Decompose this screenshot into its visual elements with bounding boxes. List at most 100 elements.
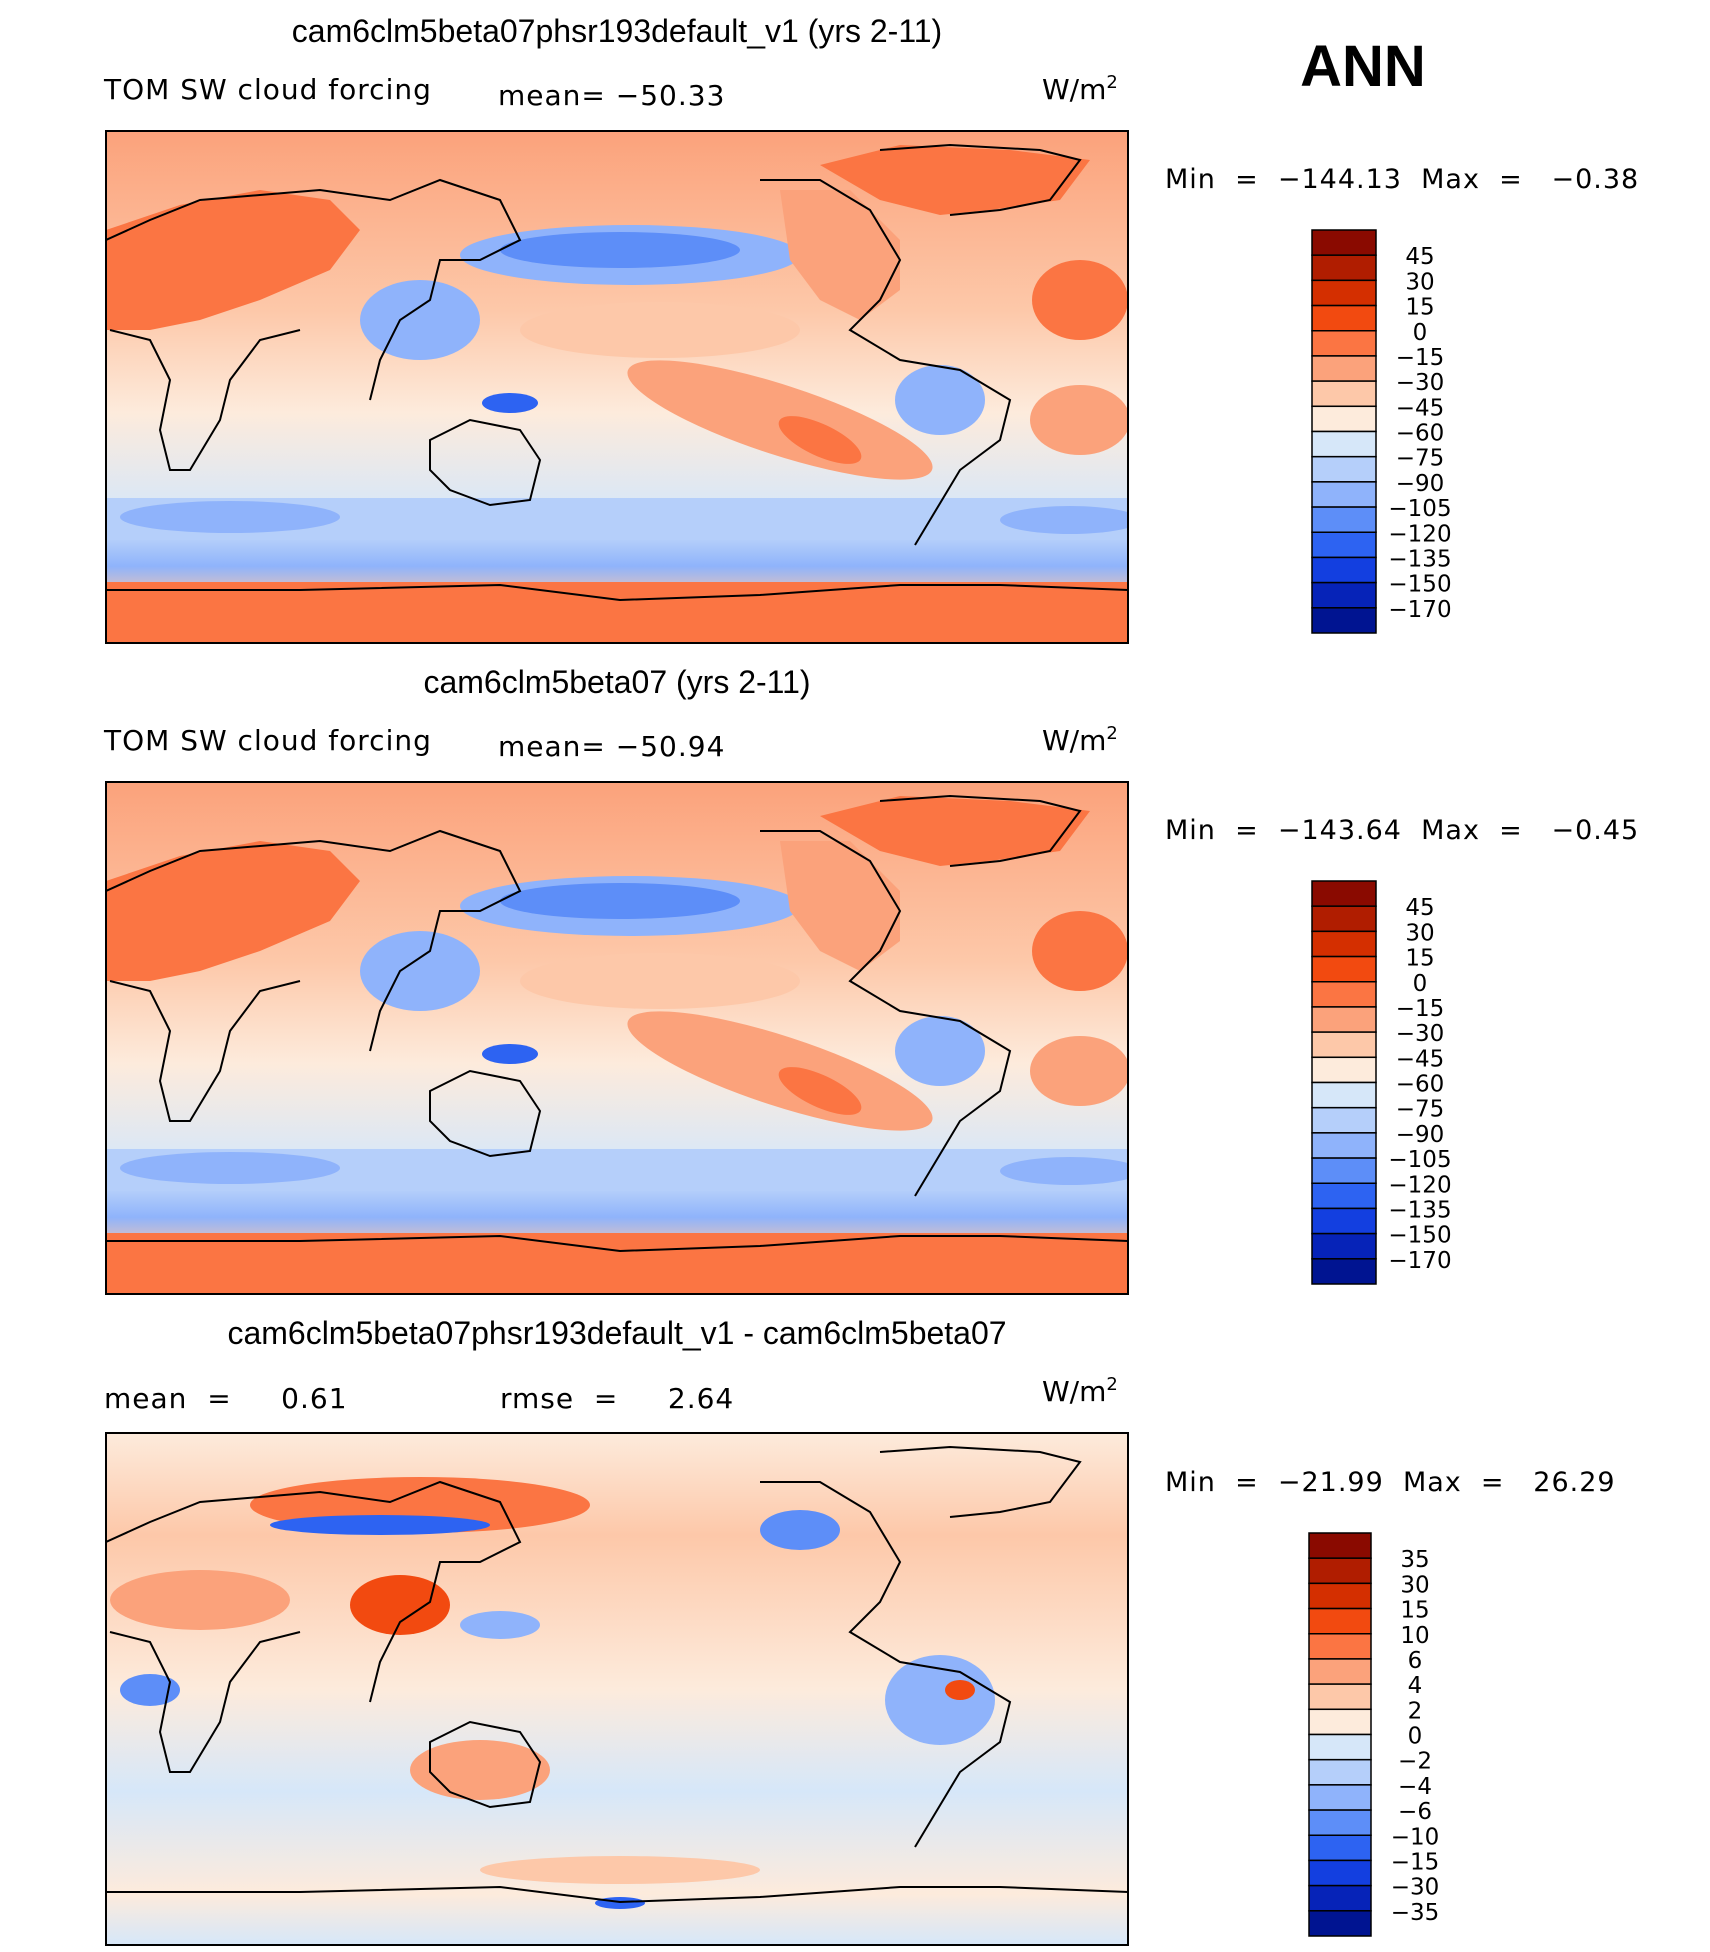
colorbar-label: −150 bbox=[1388, 572, 1451, 598]
panel-1-map bbox=[106, 131, 1128, 643]
colorbar-label: −45 bbox=[1396, 1046, 1445, 1072]
colorbar-swatch bbox=[1308, 1532, 1372, 1559]
colorbar-label: −90 bbox=[1396, 1122, 1445, 1148]
map-2-sahara-eurasia bbox=[106, 841, 360, 981]
colorbar-label: −120 bbox=[1388, 1172, 1451, 1198]
panel-1-colorbar: 4530150−15−30−45−60−75−90−105−120−135−15… bbox=[1311, 229, 1452, 634]
colorbar-label: 10 bbox=[1400, 1623, 1429, 1649]
colorbar-swatch bbox=[1311, 1132, 1377, 1159]
colorbar-swatch bbox=[1311, 556, 1377, 584]
panel-1-frame bbox=[105, 130, 1129, 644]
colorbar-swatch bbox=[1308, 1708, 1372, 1736]
colorbar-swatch bbox=[1311, 1006, 1377, 1033]
map-1-warmpool-core bbox=[482, 393, 538, 413]
colorbar-label: 0 bbox=[1408, 1724, 1423, 1750]
colorbar-swatch bbox=[1311, 455, 1377, 483]
map-3-na-cold bbox=[760, 1510, 840, 1550]
panel-1-mean: mean= −50.33 bbox=[498, 79, 725, 112]
colorbar-swatch bbox=[1308, 1557, 1372, 1585]
colorbar-label: 30 bbox=[1405, 920, 1434, 946]
map-2-spac-sc-core bbox=[778, 1067, 862, 1115]
colorbar-swatch bbox=[1311, 380, 1377, 408]
colorbar-label: 45 bbox=[1405, 895, 1434, 921]
colorbar-swatch bbox=[1311, 1056, 1377, 1084]
map-1-sahara-eurasia bbox=[106, 190, 360, 330]
colorbar-label: −170 bbox=[1388, 597, 1451, 623]
map-1-atlantic-sc bbox=[1032, 260, 1128, 340]
map-2-amazon bbox=[895, 1016, 985, 1086]
panel-3-rmse: rmse = 2.64 bbox=[500, 1382, 734, 1415]
colorbar-swatch bbox=[1308, 1784, 1372, 1811]
colorbar-swatch bbox=[1311, 1258, 1377, 1285]
colorbar-swatch bbox=[1311, 607, 1377, 634]
colorbar-swatch bbox=[1311, 1106, 1377, 1134]
colorbar-swatch bbox=[1311, 304, 1377, 332]
colorbar-swatch bbox=[1311, 506, 1377, 533]
panel-1-minmax: Min = −144.13 Max = −0.38 bbox=[1165, 164, 1639, 195]
colorbar-label: −6 bbox=[1398, 1799, 1432, 1825]
map-3-amazon-warm bbox=[945, 1680, 975, 1700]
panel-1-units: W/m2 bbox=[1042, 72, 1118, 106]
map-1-so-core-1 bbox=[120, 501, 340, 533]
colorbar-label: −10 bbox=[1391, 1824, 1440, 1850]
map-1-so-core-2 bbox=[1000, 506, 1128, 534]
colorbar-label: 30 bbox=[1405, 269, 1434, 295]
colorbar-label: 15 bbox=[1405, 295, 1434, 321]
colorbar-label: −15 bbox=[1396, 345, 1445, 371]
colorbar-swatch bbox=[1311, 229, 1377, 256]
map-2-warmpool-core bbox=[482, 1044, 538, 1064]
colorbar-swatch bbox=[1311, 405, 1377, 433]
colorbar-label: 0 bbox=[1413, 320, 1428, 346]
colorbar-swatch bbox=[1308, 1607, 1372, 1635]
colorbar-swatch bbox=[1311, 355, 1377, 382]
map-3-so-warm bbox=[480, 1856, 760, 1884]
colorbar-label: −4 bbox=[1398, 1774, 1432, 1800]
colorbar-swatch bbox=[1311, 1182, 1377, 1210]
panel-2: cam6clm5beta07 (yrs 2-11) TOM SW cloud f… bbox=[103, 664, 1638, 1295]
colorbar-label: −30 bbox=[1396, 370, 1445, 396]
map-1-antarctica bbox=[106, 582, 1128, 643]
panel-2-mean: mean= −50.94 bbox=[498, 730, 725, 763]
map-2-satl-sc bbox=[1030, 1036, 1128, 1106]
colorbar-swatch bbox=[1308, 1834, 1372, 1862]
colorbar-label: 6 bbox=[1408, 1648, 1423, 1674]
colorbar-swatch bbox=[1308, 1658, 1372, 1685]
colorbar-label: −15 bbox=[1391, 1849, 1440, 1875]
map-2-npac-cloud-core bbox=[500, 883, 740, 919]
map-1-greenland bbox=[820, 145, 1090, 215]
colorbar-swatch bbox=[1308, 1859, 1372, 1887]
colorbar-label: 35 bbox=[1400, 1547, 1429, 1573]
map-1-amazon bbox=[895, 365, 985, 435]
panel-2-frame bbox=[105, 781, 1129, 1295]
map-2-north-america bbox=[780, 841, 900, 971]
map-3-australia bbox=[410, 1740, 550, 1800]
colorbar-swatch bbox=[1311, 880, 1377, 907]
colorbar-label: −105 bbox=[1388, 496, 1451, 522]
colorbar-swatch bbox=[1311, 279, 1377, 307]
map-2-so-core-2 bbox=[1000, 1157, 1128, 1185]
colorbar-label: 15 bbox=[1400, 1598, 1429, 1624]
colorbar-label: 4 bbox=[1408, 1673, 1423, 1699]
colorbar-swatch bbox=[1308, 1633, 1372, 1660]
panel-2-variable: TOM SW cloud forcing bbox=[103, 724, 432, 757]
colorbar-label: −30 bbox=[1396, 1021, 1445, 1047]
panel-1: cam6clm5beta07phsr193default_v1 (yrs 2-1… bbox=[103, 13, 1639, 644]
map-3-china-warm bbox=[350, 1575, 450, 1635]
colorbar-label: −105 bbox=[1388, 1147, 1451, 1173]
colorbar-swatch bbox=[1308, 1733, 1372, 1761]
colorbar-swatch bbox=[1311, 1081, 1377, 1109]
colorbar-swatch bbox=[1308, 1582, 1372, 1610]
colorbar-swatch bbox=[1311, 330, 1377, 357]
colorbar-swatch bbox=[1311, 1031, 1377, 1059]
panel-3-mean: mean = 0.61 bbox=[104, 1382, 348, 1415]
panel-2-colorbar: 4530150−15−30−45−60−75−90−105−120−135−15… bbox=[1311, 880, 1452, 1285]
colorbar-swatch bbox=[1308, 1809, 1372, 1836]
map-2-antarctica bbox=[106, 1233, 1128, 1294]
panel-1-variable: TOM SW cloud forcing bbox=[103, 73, 432, 106]
colorbar-label: −2 bbox=[1398, 1749, 1432, 1775]
panel-2-units: W/m2 bbox=[1042, 723, 1118, 757]
map-2-greenland bbox=[820, 796, 1090, 866]
map-2-asia-monsoon bbox=[360, 931, 480, 1011]
colorbar-label: −120 bbox=[1388, 521, 1451, 547]
panel-3: cam6clm5beta07phsr193default_v1 - cam6cl… bbox=[104, 1315, 1615, 1946]
